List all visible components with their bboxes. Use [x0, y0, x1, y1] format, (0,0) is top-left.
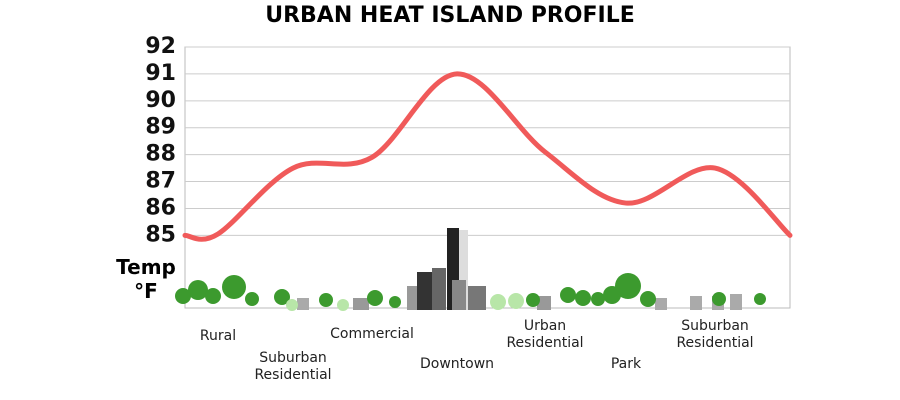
- y-tick-label: 90: [145, 88, 176, 113]
- y-tick-label: 86: [145, 195, 176, 220]
- scenery: [175, 228, 766, 311]
- y-tick-label: 89: [145, 115, 176, 140]
- category-label: Suburban Residential: [254, 350, 332, 383]
- y-tick-label: 85: [145, 222, 176, 247]
- category-label: Commercial: [330, 326, 414, 342]
- category-label: Park: [610, 356, 642, 372]
- y-tick-label: 88: [145, 142, 176, 167]
- chart-title: URBAN HEAT ISLAND PROFILE: [265, 3, 635, 28]
- y-tick-label: 87: [145, 169, 176, 194]
- y-tick-label: 91: [145, 61, 176, 86]
- y-axis-label: Temp °F: [116, 255, 176, 303]
- category-label: Suburban Residential: [676, 318, 754, 351]
- category-label: Urban Residential: [506, 318, 584, 351]
- category-label: Downtown: [419, 356, 495, 372]
- temperature-line: [182, 71, 793, 242]
- y-tick-label: 92: [145, 34, 176, 59]
- category-label: Rural: [199, 328, 237, 344]
